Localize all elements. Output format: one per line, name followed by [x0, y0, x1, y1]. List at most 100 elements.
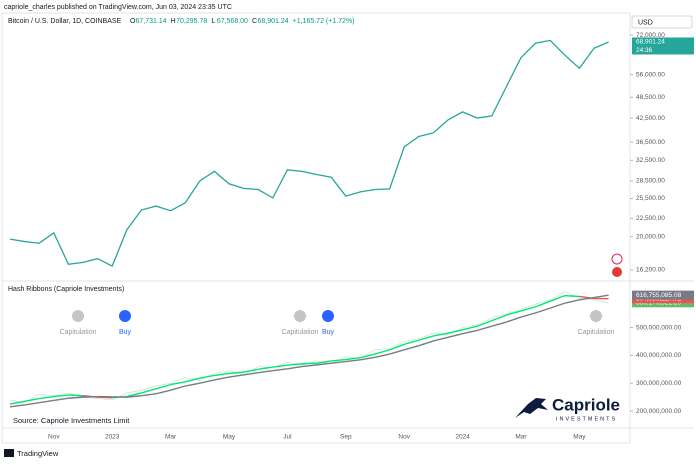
- series-segment: [345, 359, 361, 363]
- indicator-title: Hash Ribbons (Capriole Investments): [8, 286, 124, 293]
- currency[interactable]: USD: [638, 19, 653, 26]
- series-last-label-box: [632, 290, 694, 300]
- series-segment: [462, 325, 478, 331]
- series-segment: [155, 382, 171, 387]
- y-tick-label: 72,000.00: [636, 32, 665, 39]
- x-tick-label: May: [223, 434, 236, 441]
- series-segment: [243, 368, 259, 373]
- alert-icon[interactable]: [611, 253, 623, 265]
- publisher: capriole_charles published on TradingVie…: [4, 4, 232, 11]
- ohlc-key: L: [211, 18, 215, 25]
- series-segment: [360, 356, 376, 361]
- signal-dot: [72, 310, 84, 322]
- series-segment: [506, 316, 522, 323]
- series-segment: [418, 340, 434, 347]
- series-segment: [214, 370, 230, 374]
- series-segment: [491, 321, 507, 327]
- price-change: +1,165.72 (+1.72%): [293, 18, 355, 25]
- series-segment: [214, 376, 230, 381]
- countdown: 24:36: [636, 47, 653, 54]
- series-segment: [506, 310, 522, 316]
- series-segment: [549, 294, 566, 302]
- y-tick-label: 500,000,000.00: [636, 324, 682, 331]
- ohlc-value: 67,731.14: [136, 18, 167, 25]
- signal-dot: [322, 310, 334, 322]
- series-segment: [564, 299, 580, 304]
- x-tick-label: May: [573, 434, 586, 441]
- y-tick-label: 36,500.00: [636, 139, 665, 146]
- flag-icon[interactable]: [612, 267, 622, 277]
- series-segment: [447, 333, 463, 339]
- currency-button[interactable]: [631, 15, 693, 29]
- signal-dot: [294, 310, 306, 322]
- y-tick-label: 16,200.00: [636, 267, 665, 274]
- series-segment: [53, 397, 69, 402]
- y-tick-label: 25,500.00: [636, 195, 665, 202]
- series-segment: [331, 358, 346, 362]
- series-segment: [24, 397, 40, 402]
- logo-horse: [515, 398, 548, 418]
- signal-label: Buy: [119, 329, 132, 336]
- series-segment: [418, 335, 434, 341]
- series-segment: [374, 353, 390, 359]
- series-segment: [68, 396, 84, 399]
- series-segment: [126, 389, 142, 394]
- series-segment: [447, 329, 463, 334]
- series-segment: [520, 312, 536, 318]
- series-segment: [301, 364, 317, 368]
- series-segment: [549, 302, 566, 309]
- signal-label: Capitulation: [578, 329, 615, 336]
- series-segment: [9, 400, 25, 405]
- x-tick-label: Mar: [165, 434, 177, 441]
- series-segment: [433, 332, 449, 337]
- series-segment: [185, 377, 200, 381]
- series-segment: [360, 353, 376, 359]
- signal-label: Capitulation: [282, 329, 319, 336]
- x-tick-label: Nov: [48, 434, 60, 441]
- series-segment: [126, 395, 142, 398]
- ohlc-key: H: [171, 18, 176, 25]
- signal-label: Buy: [322, 329, 335, 336]
- y-tick-label: 300,000,000.00: [636, 380, 682, 387]
- x-tick-label: Nov: [398, 434, 410, 441]
- countdown-box: [632, 46, 694, 55]
- series-segment: [141, 388, 157, 394]
- series-segment: [228, 374, 244, 378]
- price-line: [9, 39, 609, 268]
- logo-sub: INVESTMENTS: [556, 416, 617, 422]
- series-segment: [170, 385, 186, 391]
- ohlc-key: O: [130, 18, 136, 25]
- series-segment: [155, 383, 171, 390]
- series-segment: [535, 299, 551, 305]
- series-segment: [287, 365, 303, 370]
- series-segment: [462, 329, 478, 335]
- series-segment: [141, 385, 157, 391]
- series-segment: [389, 349, 405, 355]
- series-segment: [170, 377, 186, 384]
- series-segment: [228, 371, 244, 375]
- signal-dot: [119, 310, 131, 322]
- series-segment: [593, 299, 609, 304]
- series-segment: [258, 370, 273, 374]
- series-segment: [374, 349, 390, 355]
- series-segment: [301, 362, 317, 365]
- series-segment: [550, 291, 565, 301]
- series-segment: [199, 379, 215, 384]
- series-segment: [316, 360, 332, 364]
- series-segment: [404, 338, 419, 342]
- series-segment: [185, 382, 200, 387]
- series-segment: [53, 394, 69, 398]
- series-segment: [462, 324, 478, 329]
- series-segment: [287, 363, 303, 366]
- ohlc-value: 68,901.24: [257, 18, 288, 25]
- series-segment: [272, 368, 288, 372]
- series-segment: [491, 313, 507, 319]
- series-segment: [39, 395, 54, 400]
- y-tick-label: 56,000.00: [636, 71, 665, 78]
- source-watermark: Source: Capriole Investments Limit: [13, 416, 130, 425]
- series-segment: [331, 360, 346, 364]
- series-segment: [53, 392, 69, 397]
- series-segment: [199, 374, 215, 379]
- x-tick-label: Jul: [283, 434, 292, 441]
